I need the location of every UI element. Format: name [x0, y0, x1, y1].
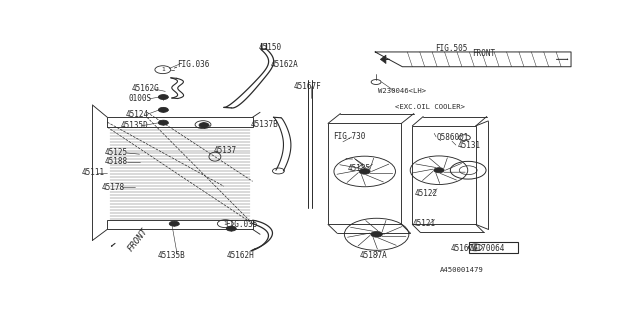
Text: 45187A: 45187A — [359, 251, 387, 260]
Circle shape — [158, 108, 168, 112]
Bar — [328, 124, 401, 224]
Text: 45122: 45122 — [415, 189, 438, 198]
Circle shape — [227, 226, 236, 231]
Text: W230046<LH>: W230046<LH> — [378, 88, 426, 94]
Text: 45135B: 45135B — [158, 251, 186, 260]
Text: 45131: 45131 — [458, 140, 481, 149]
Text: FIG.036: FIG.036 — [177, 60, 209, 69]
Bar — [108, 220, 253, 229]
Text: 45135D: 45135D — [121, 121, 148, 130]
Text: FRONT: FRONT — [125, 226, 149, 253]
Text: FRONT: FRONT — [472, 49, 495, 58]
Bar — [412, 126, 476, 224]
Bar — [108, 117, 253, 127]
Text: 45188: 45188 — [105, 157, 128, 166]
Text: 45178: 45178 — [101, 183, 124, 192]
Text: 45124: 45124 — [125, 110, 148, 119]
Text: 45167F: 45167F — [293, 82, 321, 91]
Text: W170064: W170064 — [472, 244, 504, 253]
Text: 45162H: 45162H — [227, 251, 254, 260]
Text: 45121: 45121 — [412, 219, 435, 228]
Text: 0100S: 0100S — [129, 94, 152, 103]
Circle shape — [434, 168, 444, 173]
FancyBboxPatch shape — [469, 242, 518, 252]
Text: FIG.035: FIG.035 — [225, 220, 257, 229]
Circle shape — [169, 221, 179, 226]
Circle shape — [199, 123, 209, 128]
Circle shape — [359, 169, 370, 174]
Circle shape — [158, 95, 168, 100]
Text: FIG.505: FIG.505 — [435, 44, 467, 53]
Text: A450001479: A450001479 — [440, 267, 484, 273]
FancyArrowPatch shape — [380, 55, 390, 63]
Text: 45111: 45111 — [81, 168, 104, 177]
Text: 1: 1 — [161, 67, 164, 72]
Text: 45162A: 45162A — [271, 60, 299, 69]
Text: 1: 1 — [201, 122, 205, 127]
Circle shape — [371, 231, 383, 237]
Text: 45185: 45185 — [348, 164, 371, 173]
Text: 45137B: 45137B — [251, 120, 279, 129]
Text: 45125: 45125 — [105, 148, 128, 157]
Text: 1: 1 — [474, 245, 477, 250]
Text: 1: 1 — [223, 221, 227, 226]
Circle shape — [158, 120, 168, 125]
Text: 45150: 45150 — [259, 43, 282, 52]
Text: 45162G: 45162G — [132, 84, 160, 93]
Text: 45137: 45137 — [214, 146, 237, 155]
Text: 45167G: 45167G — [451, 244, 479, 253]
Circle shape — [373, 233, 380, 236]
Text: Q586001: Q586001 — [437, 132, 470, 141]
Text: <EXC.OIL COOLER>: <EXC.OIL COOLER> — [395, 104, 465, 110]
Text: FIG.730: FIG.730 — [333, 132, 365, 141]
